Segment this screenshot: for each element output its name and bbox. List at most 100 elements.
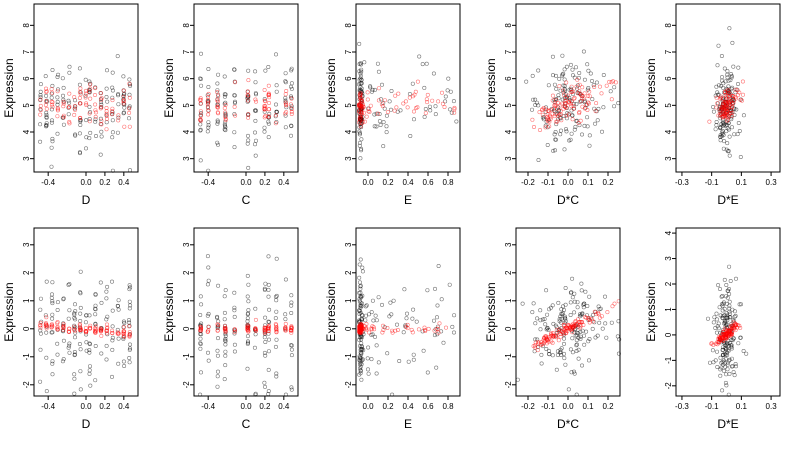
fitted-point — [729, 105, 734, 110]
x-tick-label: 0.0 — [240, 402, 252, 411]
fitted-point — [84, 103, 89, 108]
observed-point — [720, 316, 725, 321]
observed-point — [414, 319, 419, 324]
x-tick-label: -0.3 — [675, 178, 689, 187]
observed-point — [104, 95, 109, 100]
observed-point — [374, 371, 379, 376]
fitted-point — [382, 98, 387, 103]
observed-point — [515, 377, 520, 382]
y-tick-label: 4 — [664, 230, 673, 235]
fitted-point — [559, 118, 564, 123]
observed-point — [372, 112, 377, 117]
observed-point — [590, 326, 595, 331]
observed-point — [284, 105, 289, 110]
fitted-point — [61, 104, 66, 109]
observed-point — [110, 95, 115, 100]
x-tick-label: -0.1 — [705, 402, 719, 411]
observed-point — [66, 98, 71, 103]
fitted-point — [78, 328, 83, 333]
observed-point — [373, 313, 378, 318]
fitted-point — [98, 326, 103, 331]
y-tick-label: 4 — [22, 129, 31, 134]
fitted-point — [360, 99, 365, 104]
observed-point — [725, 126, 730, 131]
observed-point — [441, 340, 446, 345]
observed-point — [38, 122, 43, 127]
observed-point — [382, 106, 387, 111]
fitted-point — [612, 301, 617, 306]
observed-point — [715, 324, 720, 329]
observed-point — [222, 127, 227, 132]
fitted-point — [105, 116, 110, 121]
observed-point — [38, 89, 43, 94]
observed-point — [93, 343, 98, 348]
y-tick-label: 1 — [22, 298, 31, 303]
observed-point — [289, 300, 294, 305]
observed-point — [596, 304, 601, 309]
fitted-point — [578, 99, 583, 104]
y-tick-label: -1 — [504, 353, 513, 361]
x-axis-label: D — [82, 193, 91, 207]
fitted-point — [262, 330, 267, 335]
y-tick-label: 1 — [344, 298, 353, 303]
fitted-point — [571, 96, 576, 101]
fitted-point — [580, 104, 585, 109]
fitted-point — [267, 95, 272, 100]
observed-point — [592, 320, 597, 325]
observed-point — [552, 108, 557, 113]
observed-point — [404, 311, 409, 316]
fitted-point — [381, 327, 386, 332]
observed-point — [246, 68, 251, 73]
fitted-point — [104, 329, 109, 334]
fitted-point — [379, 102, 384, 107]
observed-point — [572, 310, 577, 315]
fitted-point — [582, 91, 587, 96]
fitted-point — [127, 324, 132, 329]
observed-point — [122, 105, 127, 110]
observed-point — [554, 367, 559, 372]
fitted-point — [554, 98, 559, 103]
observed-point — [289, 86, 294, 91]
fitted-point — [233, 113, 238, 118]
fitted-point — [72, 95, 77, 100]
fitted-point — [727, 91, 732, 96]
observed-point — [206, 67, 211, 72]
observed-point — [253, 80, 258, 85]
data-points — [707, 26, 746, 160]
observed-point — [78, 291, 83, 296]
fitted-point — [594, 101, 599, 106]
observed-point — [363, 313, 368, 318]
observed-point — [595, 333, 600, 338]
observed-point — [529, 107, 534, 112]
observed-point — [722, 122, 727, 127]
observed-point — [110, 335, 115, 340]
observed-point — [554, 122, 559, 127]
fitted-point — [551, 334, 556, 339]
observed-point — [78, 369, 83, 374]
observed-point — [49, 164, 54, 169]
x-axis-label: C — [242, 193, 251, 207]
observed-point — [545, 143, 550, 148]
fitted-point — [246, 325, 251, 330]
observed-point — [253, 69, 258, 74]
observed-point — [407, 92, 412, 97]
fitted-point — [206, 108, 211, 113]
observed-point — [116, 102, 121, 107]
fitted-point — [548, 334, 553, 339]
observed-point — [266, 367, 271, 372]
fitted-point — [88, 96, 93, 101]
fitted-point — [609, 97, 614, 102]
y-tick-label: 3 — [22, 156, 31, 161]
observed-point — [579, 363, 584, 368]
observed-point — [253, 91, 258, 96]
observed-point — [417, 54, 422, 59]
y-axis-label: Expression — [484, 58, 498, 117]
observed-point — [262, 97, 267, 102]
fitted-point — [215, 90, 220, 95]
observed-point — [573, 65, 578, 70]
fitted-point — [110, 328, 115, 333]
observed-point — [99, 351, 104, 356]
observed-point — [448, 107, 453, 112]
y-tick-label: -2 — [22, 381, 31, 389]
fitted-point — [563, 101, 568, 106]
